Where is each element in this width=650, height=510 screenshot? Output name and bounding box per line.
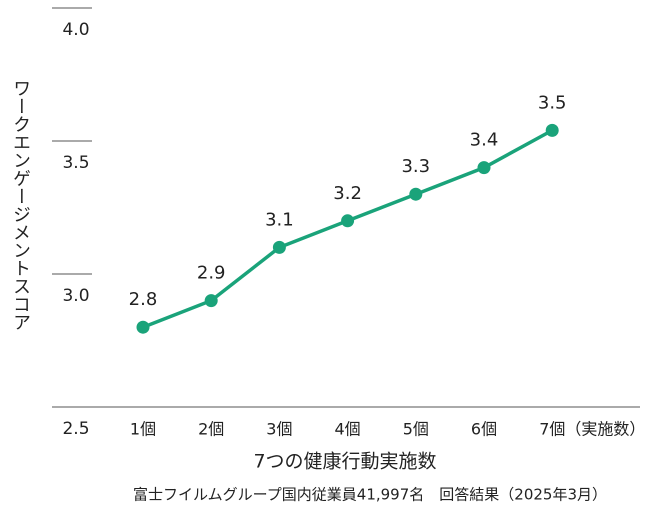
point bbox=[341, 214, 355, 228]
y-axis-label: ワークエンゲージメントスコア bbox=[10, 79, 31, 331]
x-axis-label: 7つの健康行動実施数 bbox=[253, 451, 436, 473]
x-tick-label: 5個 bbox=[403, 420, 429, 439]
data-label: 3.2 bbox=[333, 183, 362, 204]
data-label: 3.1 bbox=[265, 209, 294, 230]
data-label: 3.4 bbox=[470, 130, 499, 151]
data-label: 3.3 bbox=[401, 156, 430, 177]
x-tick-label: 7個（実施数） bbox=[539, 420, 645, 439]
x-tick-label: 6個 bbox=[471, 420, 497, 439]
x-tick-label: 3個 bbox=[266, 420, 292, 439]
y-tick-label: 3.5 bbox=[62, 153, 89, 173]
x-tick-label: 2個 bbox=[198, 420, 224, 439]
note: 富士フイルムグループ国内従業員41,997名 回答結果（2025年3月） bbox=[133, 486, 607, 504]
point bbox=[204, 294, 218, 308]
data-label: 2.8 bbox=[129, 289, 158, 310]
y-tick-label: 4.0 bbox=[62, 20, 89, 40]
point bbox=[477, 161, 491, 175]
point bbox=[545, 123, 559, 137]
y-tick-label: 3.0 bbox=[62, 286, 89, 306]
x-tick-label: 1個 bbox=[130, 420, 156, 439]
point bbox=[272, 240, 286, 254]
point bbox=[409, 187, 423, 201]
data-label: 2.9 bbox=[197, 263, 226, 284]
line bbox=[142, 128, 554, 329]
x-tick-label: 4個 bbox=[335, 420, 361, 439]
point bbox=[136, 320, 150, 334]
y-tick-label: 2.5 bbox=[62, 419, 89, 439]
data-label: 3.5 bbox=[538, 92, 567, 113]
